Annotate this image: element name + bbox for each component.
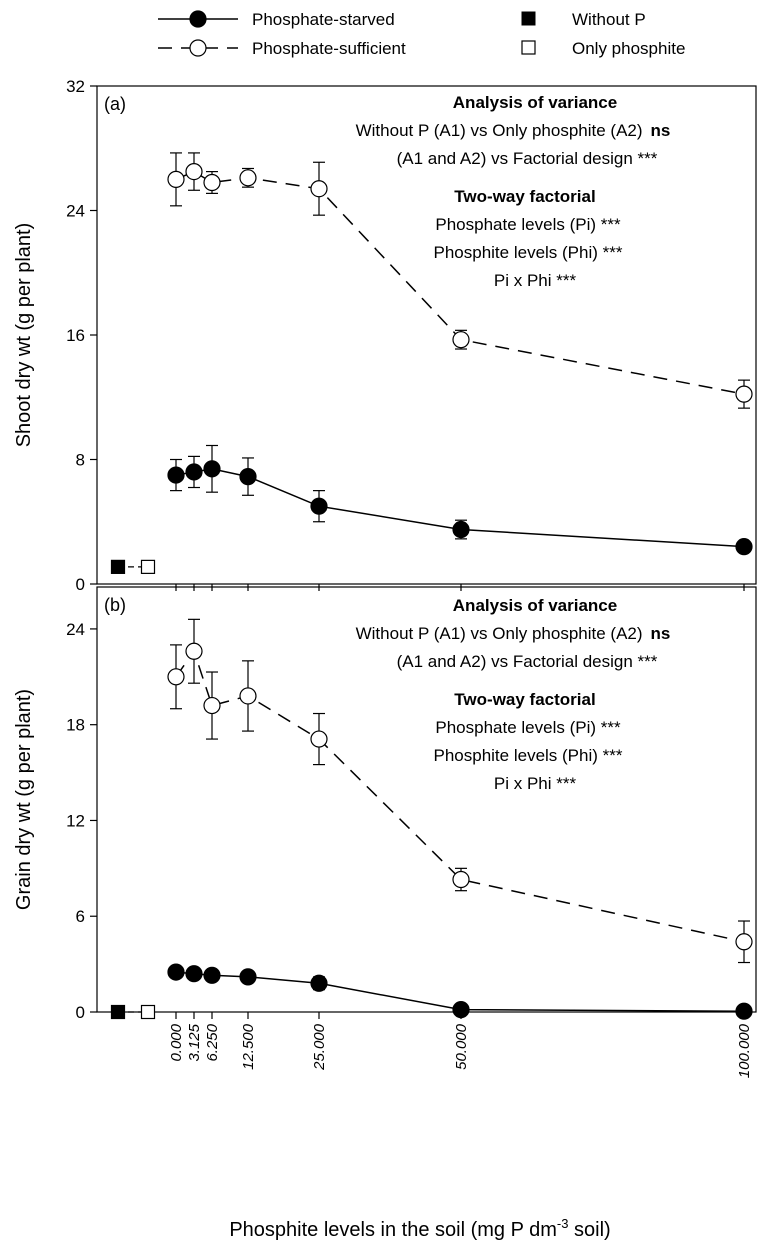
legend-label-starved: Phosphate-starved xyxy=(252,10,395,29)
y-tick-label: 8 xyxy=(76,451,85,470)
annotation-line1-sig: ns xyxy=(651,624,671,643)
legend-marker-sufficient xyxy=(189,39,207,57)
annotation-line1-sig: ns xyxy=(651,121,671,140)
x-tick-label: 50.000 xyxy=(453,1023,470,1070)
y-tick-label: 0 xyxy=(76,1003,85,1022)
legend-label-sufficient: Phosphate-sufficient xyxy=(252,39,406,58)
x-tick-label: 100.000 xyxy=(736,1023,753,1078)
point-sufficient xyxy=(239,169,257,187)
point-starved xyxy=(310,497,328,515)
annotation-factorial-title: Two-way factorial xyxy=(454,187,595,206)
legend-marker-without-p xyxy=(521,11,536,26)
annotation-line1: Without P (A1) vs Only phosphite (A2) ns xyxy=(356,121,671,140)
point-starved xyxy=(239,468,257,486)
point-starved xyxy=(185,965,203,983)
point-starved xyxy=(452,520,470,539)
point-starved xyxy=(735,1002,753,1020)
x-tick-label: 25.000 xyxy=(311,1023,328,1071)
point-sufficient xyxy=(452,870,470,889)
point-sufficient xyxy=(203,696,221,715)
point-starved xyxy=(452,1001,470,1019)
point-starved xyxy=(203,966,221,984)
annotation-line4: Phosphite levels (Phi) *** xyxy=(434,243,623,262)
annotation-line5: Pi x Phi *** xyxy=(494,774,577,793)
y-tick-label: 6 xyxy=(76,907,85,926)
annotation-factorial-title: Two-way factorial xyxy=(454,690,595,709)
plot-frame xyxy=(96,586,757,1013)
point-starved xyxy=(185,463,203,481)
point-sufficient xyxy=(239,687,257,705)
y-tick-label: 18 xyxy=(66,716,85,735)
point-sufficient xyxy=(310,180,328,198)
control-without-p xyxy=(110,559,126,574)
y-axis-label: Grain dry wt (g per plant) xyxy=(13,689,35,910)
x-tick-label: 6.250 xyxy=(204,1023,221,1061)
annotation-line3: Phosphate levels (Pi) *** xyxy=(435,718,621,737)
x-axis-label-end: soil) xyxy=(568,1219,610,1241)
point-sufficient xyxy=(452,331,470,349)
y-tick-label: 16 xyxy=(66,326,85,345)
point-starved xyxy=(203,460,221,478)
control-only-phosphite xyxy=(140,1004,156,1020)
annotation-anova-title: Analysis of variance xyxy=(453,93,617,112)
panel-label: (b) xyxy=(104,595,126,615)
annotation-line4: Phosphite levels (Phi) *** xyxy=(434,746,623,765)
legend-marker-starved xyxy=(189,10,207,28)
legend: Phosphate-starved Phosphate-sufficient W… xyxy=(158,10,685,58)
y-tick-label: 0 xyxy=(76,575,85,594)
x-axis-label: Phosphite levels in the soil (mg P dm-3 … xyxy=(229,1216,610,1241)
x-axis-label-main: Phosphite levels in the soil (mg P dm xyxy=(229,1219,557,1241)
point-starved xyxy=(167,466,185,484)
point-starved xyxy=(239,968,257,986)
point-sufficient xyxy=(185,162,203,181)
control-without-p xyxy=(110,1004,126,1020)
point-sufficient xyxy=(310,730,328,748)
point-sufficient xyxy=(735,933,753,951)
y-tick-label: 24 xyxy=(66,620,85,639)
x-axis-label-sup: -3 xyxy=(557,1216,569,1231)
point-starved xyxy=(735,538,753,556)
point-sufficient xyxy=(167,668,185,686)
annotation-line2: (A1 and A2) vs Factorial design *** xyxy=(397,652,658,671)
annotation-line2: (A1 and A2) vs Factorial design *** xyxy=(397,149,658,168)
x-tick-label: 0.000 xyxy=(168,1023,185,1061)
annotation-line3: Phosphate levels (Pi) *** xyxy=(435,215,621,234)
x-tick-label: 3.125 xyxy=(186,1023,203,1061)
annotation-anova-title: Analysis of variance xyxy=(453,596,617,615)
point-starved xyxy=(167,963,185,981)
legend-label-without-p: Without P xyxy=(572,10,646,29)
y-tick-label: 32 xyxy=(66,77,85,96)
legend-marker-only-phosphite xyxy=(521,40,536,55)
panel-label: (a) xyxy=(104,94,126,114)
y-tick-label: 12 xyxy=(66,811,85,830)
annotation-line1: Without P (A1) vs Only phosphite (A2) ns xyxy=(356,624,671,643)
control-only-phosphite xyxy=(140,559,156,574)
y-tick-label: 24 xyxy=(66,202,85,221)
point-starved xyxy=(310,974,328,992)
panel-b: 0 6 12 18 24 0.000 3.125 6.250 12.500 25.000 50.00… xyxy=(13,586,757,1078)
point-sufficient xyxy=(185,642,203,660)
annotation-line5: Pi x Phi *** xyxy=(494,271,577,290)
point-sufficient xyxy=(167,170,185,188)
point-sufficient xyxy=(203,173,221,192)
x-tick-label: 12.500 xyxy=(240,1023,257,1070)
panel-a: 0 8 16 24 32 Shoot dry wt (g per plant) (a) Ana… xyxy=(13,77,757,594)
y-axis-label: Shoot dry wt (g per plant) xyxy=(13,223,35,448)
legend-label-only-phosphite: Only phosphite xyxy=(572,39,685,58)
point-sufficient xyxy=(735,385,753,403)
